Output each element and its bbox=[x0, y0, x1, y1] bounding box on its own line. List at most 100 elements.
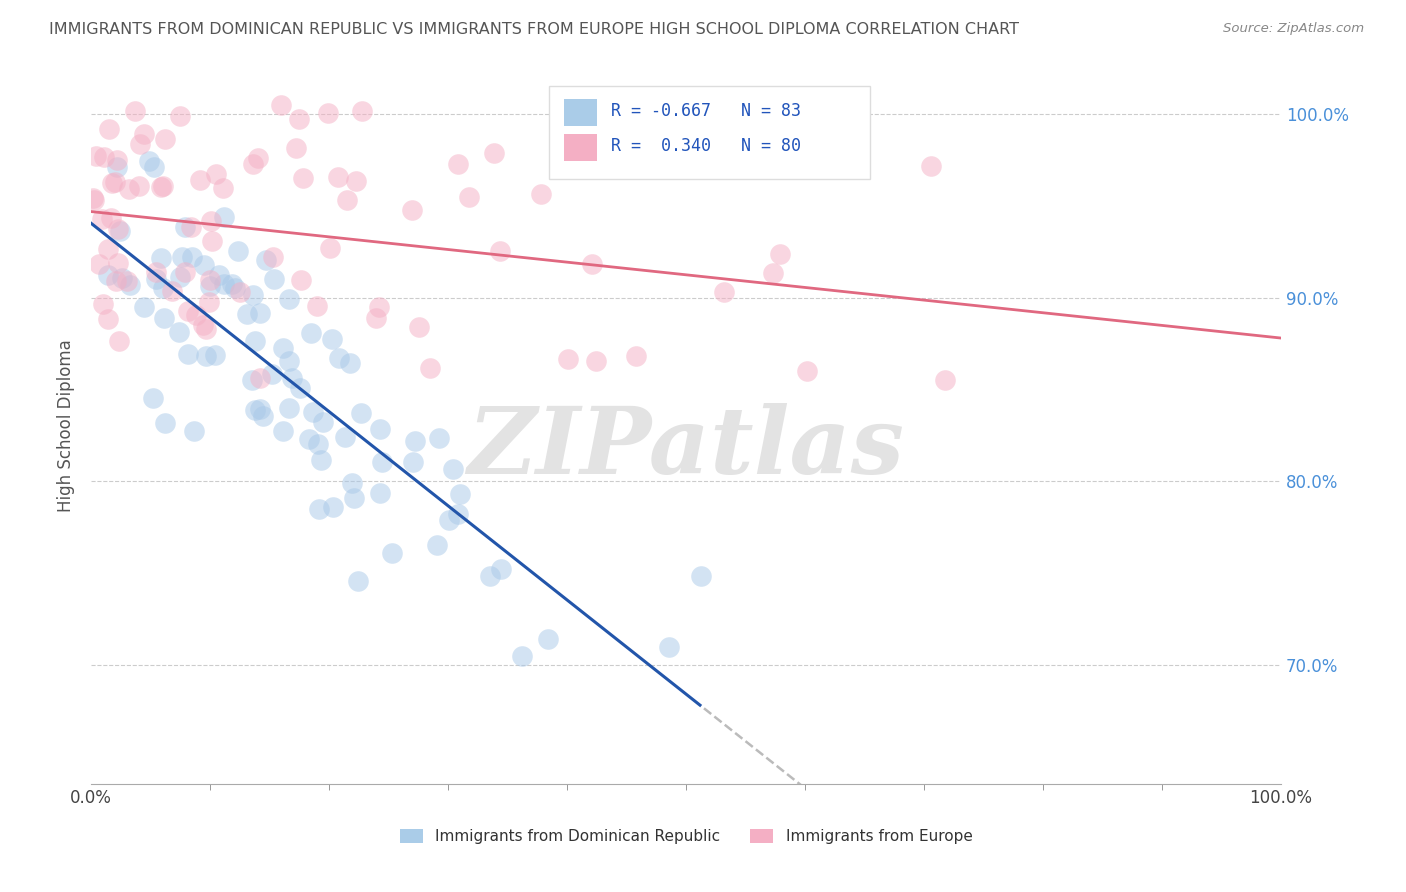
Point bbox=[183, 424, 205, 438]
Point bbox=[173, 219, 195, 234]
Point bbox=[408, 320, 430, 334]
Point bbox=[307, 436, 329, 450]
Point bbox=[134, 301, 156, 315]
Point bbox=[204, 348, 226, 362]
Point bbox=[368, 422, 391, 436]
Point bbox=[104, 175, 127, 189]
Point bbox=[404, 434, 426, 449]
Point bbox=[193, 258, 215, 272]
Point bbox=[368, 486, 391, 500]
Point bbox=[242, 157, 264, 171]
Point bbox=[447, 508, 470, 522]
Point bbox=[221, 277, 243, 291]
Point bbox=[288, 112, 311, 126]
Point bbox=[271, 424, 294, 438]
Point bbox=[208, 268, 231, 283]
Text: R = -0.667   N = 83: R = -0.667 N = 83 bbox=[612, 102, 801, 120]
Point bbox=[478, 568, 501, 582]
Point bbox=[254, 253, 277, 268]
Point bbox=[229, 285, 252, 300]
Point bbox=[252, 409, 274, 424]
Point bbox=[180, 220, 202, 235]
Point bbox=[150, 251, 173, 265]
Point bbox=[346, 574, 368, 589]
Point bbox=[198, 278, 221, 293]
Point bbox=[195, 322, 218, 336]
Point bbox=[312, 416, 335, 430]
Point bbox=[224, 280, 246, 294]
Point bbox=[138, 153, 160, 168]
Point bbox=[262, 250, 284, 264]
Point bbox=[510, 648, 533, 663]
Point bbox=[319, 241, 342, 255]
Point bbox=[184, 308, 207, 322]
Point bbox=[243, 403, 266, 417]
Point bbox=[658, 640, 681, 655]
Point bbox=[153, 311, 176, 326]
Point bbox=[242, 288, 264, 302]
Point bbox=[128, 178, 150, 193]
Point bbox=[920, 159, 942, 173]
Point bbox=[318, 106, 340, 120]
Point bbox=[98, 122, 121, 136]
Point bbox=[249, 402, 271, 417]
Point bbox=[308, 502, 330, 516]
Point bbox=[321, 332, 343, 346]
Point bbox=[299, 326, 322, 340]
Point bbox=[402, 455, 425, 469]
Point bbox=[226, 244, 249, 259]
Point bbox=[285, 140, 308, 154]
Point bbox=[260, 367, 283, 381]
Point bbox=[322, 500, 344, 514]
Point bbox=[83, 193, 105, 207]
Point bbox=[292, 171, 315, 186]
Point bbox=[277, 354, 299, 368]
Point bbox=[581, 257, 603, 271]
Point bbox=[129, 136, 152, 151]
Point bbox=[108, 334, 131, 349]
Point bbox=[427, 431, 450, 445]
FancyBboxPatch shape bbox=[564, 135, 596, 161]
Legend: Immigrants from Dominican Republic, Immigrants from Europe: Immigrants from Dominican Republic, Immi… bbox=[399, 829, 973, 844]
Point bbox=[93, 150, 115, 164]
Point bbox=[87, 256, 110, 270]
Point bbox=[188, 173, 211, 187]
Point bbox=[371, 455, 394, 469]
Point bbox=[796, 364, 818, 378]
Point bbox=[160, 284, 183, 298]
FancyBboxPatch shape bbox=[564, 98, 596, 126]
Point bbox=[105, 160, 128, 174]
Point bbox=[97, 242, 120, 256]
Point bbox=[205, 168, 228, 182]
Point bbox=[441, 462, 464, 476]
Point bbox=[489, 244, 512, 259]
Point bbox=[298, 432, 321, 446]
Point bbox=[115, 274, 138, 288]
Point bbox=[557, 352, 579, 367]
Point bbox=[270, 98, 292, 112]
Point bbox=[120, 277, 142, 292]
Point bbox=[100, 211, 122, 226]
Point bbox=[177, 304, 200, 318]
Point bbox=[91, 211, 114, 226]
Y-axis label: High School Diploma: High School Diploma bbox=[58, 340, 75, 513]
Point bbox=[290, 381, 312, 395]
Point bbox=[212, 181, 235, 195]
Point bbox=[82, 191, 104, 205]
Point bbox=[174, 264, 197, 278]
Point bbox=[439, 513, 461, 527]
Point bbox=[247, 151, 270, 165]
Point bbox=[336, 193, 359, 207]
Point bbox=[152, 281, 174, 295]
Point bbox=[381, 546, 404, 560]
Point bbox=[401, 203, 423, 218]
Point bbox=[200, 213, 222, 227]
Point bbox=[343, 491, 366, 505]
Point bbox=[624, 349, 647, 363]
Point bbox=[97, 268, 120, 282]
Point bbox=[352, 103, 374, 118]
Point bbox=[249, 306, 271, 320]
Point bbox=[177, 347, 200, 361]
Point bbox=[290, 273, 312, 287]
Point bbox=[153, 416, 176, 430]
